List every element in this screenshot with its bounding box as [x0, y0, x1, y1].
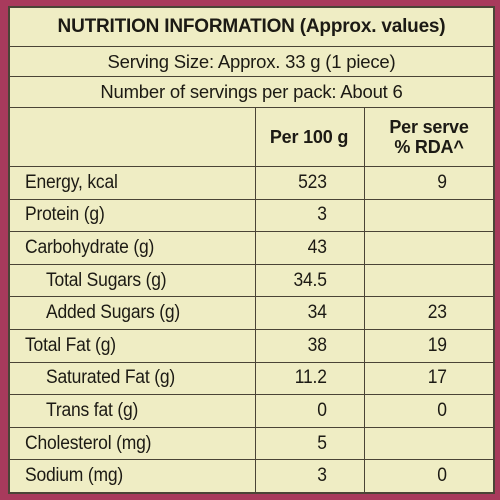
column-divider [255, 395, 256, 427]
column-divider [364, 460, 365, 492]
column-divider [255, 460, 256, 492]
nutrient-name: Total Fat (g) [25, 334, 116, 356]
nutrient-row: Energy, kcal 523 9 [10, 166, 493, 199]
per-100g-value: 3 [317, 465, 327, 487]
column-divider [255, 167, 256, 199]
rda-value [364, 428, 447, 460]
nutrient-row: Trans fat (g) 0 0 [10, 394, 493, 427]
nutrient-row: Saturated Fat (g) 11.2 17 [10, 361, 493, 395]
per-100g-value: 34 [307, 302, 327, 324]
per-serve-header-line2: % RDA^ [394, 137, 464, 157]
nutrient-name: Trans fat (g) [46, 399, 139, 421]
nutrient-name: Sodium (mg) [25, 465, 124, 487]
nutrient-row: Sodium (mg) 3 0 [10, 459, 493, 492]
serving-size-row: Serving Size: Approx. 33 g (1 piece) [10, 46, 493, 76]
rda-value: 17 [427, 367, 447, 389]
per-100g-value: 0 [317, 399, 327, 421]
column-divider [255, 199, 256, 232]
rda-value: 19 [427, 334, 447, 356]
column-divider [255, 427, 256, 460]
column-divider [364, 330, 365, 362]
column-divider [255, 108, 256, 166]
nutrient-name: Saturated Fat (g) [46, 367, 176, 389]
per-100g-value: 43 [307, 236, 327, 258]
servings-per-pack-row: Number of servings per pack: About 6 [10, 76, 493, 107]
column-header-row: Per 100 g Per serve % RDA^ [10, 107, 493, 166]
nutrient-name: Added Sugars (g) [46, 302, 181, 324]
rda-value: 9 [437, 171, 447, 193]
nutrient-row: Added Sugars (g) 34 23 [10, 296, 493, 329]
column-divider [364, 297, 365, 329]
per-100g-value: 38 [307, 334, 327, 356]
column-divider [364, 427, 365, 460]
rda-value [364, 200, 447, 232]
column-divider [255, 330, 256, 362]
title-row: NUTRITION INFORMATION (Approx. values) [10, 8, 493, 46]
nutrient-row: Protein (g) 3 [10, 198, 493, 232]
rda-value [364, 265, 447, 297]
nutrient-name: Cholesterol (mg) [25, 432, 152, 454]
servings-per-pack: Number of servings per pack: About 6 [100, 81, 403, 102]
nutrient-name: Protein (g) [25, 204, 105, 226]
per-100g-value: 34.5 [293, 269, 327, 291]
nutrient-row: Cholesterol (mg) 5 [10, 426, 493, 460]
column-divider [364, 232, 365, 264]
nutrient-row: Total Fat (g) 38 19 [10, 329, 493, 362]
rda-value: 0 [437, 399, 447, 421]
column-divider [255, 362, 256, 395]
column-divider [364, 395, 365, 427]
column-divider [364, 108, 365, 166]
per-serve-header: Per serve % RDA^ [366, 108, 492, 166]
column-divider [364, 199, 365, 232]
rda-value: 0 [437, 465, 447, 487]
nutrient-name: Carbohydrate (g) [25, 236, 155, 258]
nutrient-name: Energy, kcal [25, 171, 118, 193]
per-100g-value: 5 [317, 432, 327, 454]
rda-value: 23 [427, 302, 447, 324]
per-100g-value: 523 [298, 171, 327, 193]
serving-size: Serving Size: Approx. 33 g (1 piece) [107, 50, 396, 72]
column-divider [255, 264, 256, 297]
nutrient-name: Total Sugars (g) [46, 269, 167, 291]
column-divider [364, 362, 365, 395]
per-serve-header-line1: Per serve [389, 117, 469, 137]
nutrient-row: Carbohydrate (g) 43 [10, 231, 493, 264]
column-divider [364, 264, 365, 297]
nutrition-panel: NUTRITION INFORMATION (Approx. values) S… [8, 6, 495, 494]
per-100g-value: 11.2 [294, 367, 327, 389]
nutrient-row: Total Sugars (g) 34.5 [10, 263, 493, 297]
per-100g-value: 3 [317, 204, 327, 226]
column-divider [364, 167, 365, 199]
per-100g-header: Per 100 g [269, 127, 349, 147]
column-divider [255, 297, 256, 329]
column-divider [255, 232, 256, 264]
panel-title: NUTRITION INFORMATION (Approx. values) [57, 16, 446, 37]
rda-value [364, 232, 447, 264]
